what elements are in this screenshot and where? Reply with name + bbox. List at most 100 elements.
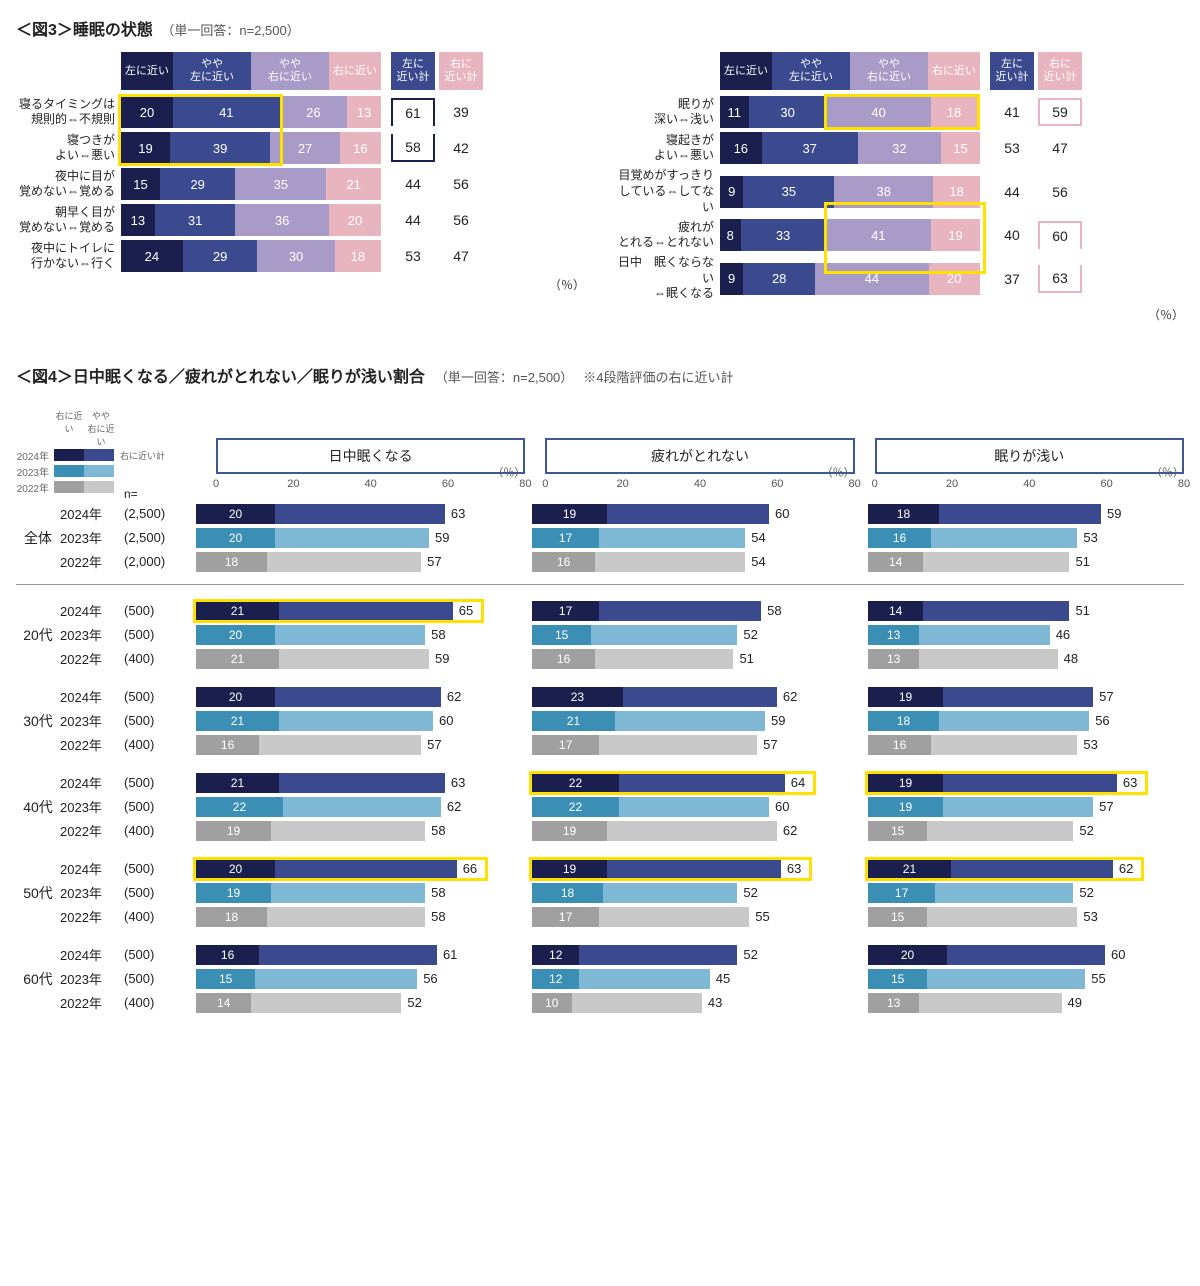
fig3-bar-seg: 19 xyxy=(931,219,980,251)
fig4-group: 60代2024年2023年2022年(500)(500)(400)1661155… xyxy=(16,943,1184,1015)
fig4-bar-inner: 14 xyxy=(196,993,251,1013)
fig4-axis: （％）020406080 xyxy=(216,478,525,496)
fig3-total-value: 58 xyxy=(391,134,435,162)
fig3-bar-seg: 18 xyxy=(931,96,978,128)
fig4-bar-inner: 19 xyxy=(532,504,607,524)
fig4-bar-inner: 16 xyxy=(532,649,595,669)
fig3-total-value: 40 xyxy=(990,221,1034,249)
fig3-total-value: 41 xyxy=(990,98,1034,126)
fig3-bar-seg: 40 xyxy=(827,96,931,128)
fig3-total-value: 44 xyxy=(391,206,435,234)
fig4-n-value: (500) xyxy=(124,709,196,733)
fig4-bar-value: 53 xyxy=(1077,528,1097,548)
fig4-bar-inner: 16 xyxy=(868,528,931,548)
fig3-bar-seg: 29 xyxy=(160,168,235,200)
fig4-bar-value: 57 xyxy=(421,552,441,572)
fig4-bar-row: 1451 xyxy=(868,550,1184,574)
fig4-n-value: (500) xyxy=(124,943,196,967)
fig4-bar-inner: 19 xyxy=(196,883,271,903)
fig4-year-label: 2023年 xyxy=(60,526,124,550)
fig4-n-value: (500) xyxy=(124,795,196,819)
fig4-bar-inner: 21 xyxy=(868,859,951,879)
fig3-total-value: 42 xyxy=(439,134,483,162)
fig3-row-label: 寝起きがよい⇔悪い xyxy=(615,133,720,164)
fig4-bar-row: 1963 xyxy=(532,857,848,881)
fig4-n-value: (500) xyxy=(124,685,196,709)
fig4-bar-value: 62 xyxy=(777,687,797,707)
fig3-row-label: 寝つきがよい⇔悪い xyxy=(16,133,121,164)
fig3-row-label: 疲れがとれる⇔とれない xyxy=(615,220,720,251)
fig3-header-seg: やや右に近い xyxy=(251,52,329,90)
fig4-bar-row: 1346 xyxy=(868,623,1184,647)
fig4-bar-value: 64 xyxy=(785,773,805,793)
fig3-bar-seg: 16 xyxy=(340,132,381,164)
fig3-bar-seg: 33 xyxy=(741,219,826,251)
fig4-bar-inner: 15 xyxy=(532,625,591,645)
fig3-row-label: 夜中にトイレに行かない⇔行く xyxy=(16,241,121,272)
fig4-year-label: 2023年 xyxy=(60,623,124,647)
fig4-bar-value: 56 xyxy=(1089,711,1109,731)
fig3-row-label: 目覚めがすっきりしている⇔してない xyxy=(615,168,720,215)
fig4-bar-row: 2062 xyxy=(196,685,512,709)
fig4-bar-inner: 20 xyxy=(196,528,275,548)
fig4-bar-value: 57 xyxy=(757,735,777,755)
fig4-bar-row: 10 43 xyxy=(532,991,848,1015)
fig4-group: 30代2024年2023年2022年(500)(500)(400)2062216… xyxy=(16,685,1184,757)
fig4-bar-row: 1657 xyxy=(196,733,512,757)
fig4-group-label: 20代 xyxy=(16,599,60,671)
fig4-bar-row: 2159 xyxy=(196,647,512,671)
fig4-year-label: 2022年 xyxy=(60,991,124,1015)
fig4-bar-inner: 21 xyxy=(196,711,279,731)
fig3-bar-seg: 21 xyxy=(326,168,381,200)
legend-year-row: 2023年 xyxy=(16,464,216,479)
fig4-n-value: (400) xyxy=(124,905,196,929)
fig3-total-value: 37 xyxy=(990,265,1034,293)
fig3-bar-seg: 27 xyxy=(270,132,340,164)
fig3-total-value: 47 xyxy=(1038,134,1082,162)
fig4-bar-row: 1553 xyxy=(868,905,1184,929)
fig4-bar-inner: 20 xyxy=(868,945,947,965)
fig4-axis: （％）020406080 xyxy=(545,478,854,496)
fig3-bar-seg: 41 xyxy=(173,96,280,128)
fig4-bar-inner: 21 xyxy=(196,773,279,793)
fig4-bar-row: 1451 xyxy=(868,599,1184,623)
fig4-bar-inner: 19 xyxy=(196,821,271,841)
fig4-n-value: (2,000) xyxy=(124,550,196,574)
legend-label: 右に近い xyxy=(54,409,84,448)
fig4-n-value: (400) xyxy=(124,991,196,1015)
fig4-bar-row: 1555 xyxy=(868,967,1184,991)
fig4-bar-value: 60 xyxy=(769,504,789,524)
fig4-bar-inner: 20 xyxy=(196,859,275,879)
fig4-bar-value: 43 xyxy=(702,993,722,1013)
fig4-bar-value: 51 xyxy=(1069,601,1089,621)
fig3-row-label: 夜中に目が覚めない⇔覚める xyxy=(16,169,121,200)
fig4-bar-row: 1755 xyxy=(532,905,848,929)
fig4-group: 全体2024年2023年2022年n=(2,500)(2,500)(2,000)… xyxy=(16,502,1184,585)
fig3-bar-seg: 37 xyxy=(762,132,858,164)
fig4-panel-title: 日中眠くなる xyxy=(216,438,525,474)
fig4-bar-row: 2163 xyxy=(196,771,512,795)
fig4-bar-row: 1556 xyxy=(196,967,512,991)
fig4-group-label: 60代 xyxy=(16,943,60,1015)
fig4-bar-inner: 16 xyxy=(868,735,931,755)
fig4-bar-row: 1758 xyxy=(532,599,848,623)
fig4-bar-row: 1552 xyxy=(868,819,1184,843)
fig3-row-label: 寝るタイミングは規則的⇔不規則 xyxy=(16,97,121,128)
fig4-n-value: (500) xyxy=(124,623,196,647)
fig3-bar-seg: 29 xyxy=(183,240,258,272)
fig3-subtitle: （単一回答：n=2,500） xyxy=(161,23,299,38)
fig3-bar-seg: 30 xyxy=(749,96,827,128)
fig3-pct-label: （％） xyxy=(615,306,1184,323)
fig4-bar-row: 1858 xyxy=(196,905,512,929)
fig4-bar-inner: 10 xyxy=(532,993,572,1013)
fig4-bar-value: 59 xyxy=(765,711,785,731)
fig3-total-value: 60 xyxy=(1038,221,1082,249)
fig4-n-value: (500) xyxy=(124,857,196,881)
fig3-title: ＜図3＞睡眠の状態 （単一回答：n=2,500） xyxy=(16,16,1184,40)
fig4-bar-row: 1245 xyxy=(532,967,848,991)
fig3-total-value: 44 xyxy=(990,178,1034,206)
fig3-bar-seg: 41 xyxy=(826,219,932,251)
fig4-bar-value: 52 xyxy=(737,945,757,965)
fig4-bar-row: 1963 xyxy=(868,771,1184,795)
fig3-header-total: 右に近い計 xyxy=(439,52,483,90)
